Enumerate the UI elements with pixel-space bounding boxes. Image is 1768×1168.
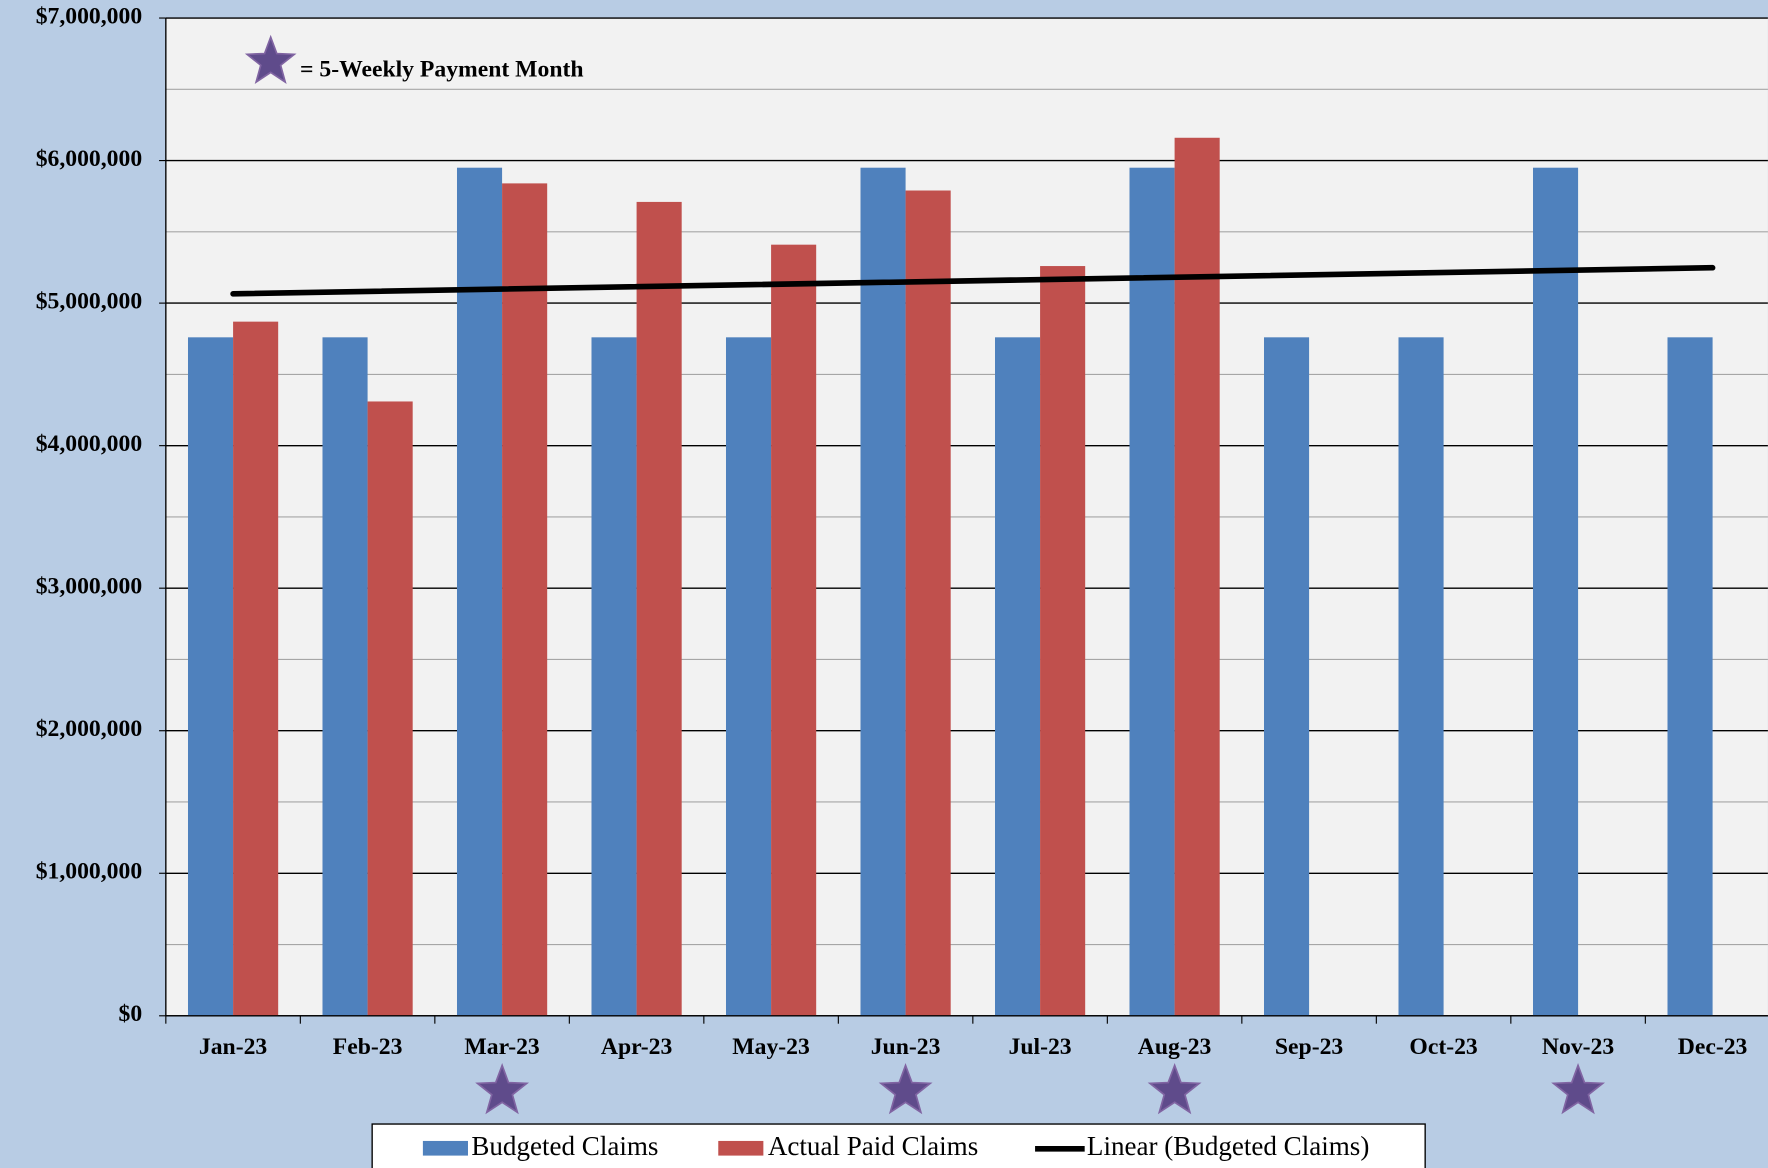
- legend-swatch: [422, 1140, 468, 1156]
- x-tick-label: Mar-23: [464, 1034, 539, 1060]
- y-tick-label: $5,000,000: [36, 289, 142, 315]
- y-tick-label: $4,000,000: [36, 431, 142, 457]
- x-tick-label: Sep-23: [1275, 1034, 1344, 1060]
- bar: [725, 337, 772, 1016]
- legend-swatch: [718, 1140, 764, 1156]
- y-tick-label: $6,000,000: [36, 146, 142, 172]
- bar: [187, 337, 234, 1016]
- trendline: [230, 264, 1716, 297]
- bar: [860, 167, 906, 1016]
- bar: [1129, 167, 1175, 1016]
- bar: [1532, 167, 1579, 1016]
- bar: [1040, 266, 1086, 1016]
- bar: [322, 337, 368, 1016]
- legend-label: Actual Paid Claims: [768, 1131, 978, 1161]
- five-week-star: [1147, 1062, 1202, 1115]
- bar: [1398, 337, 1444, 1016]
- y-tick-label: $1,000,000: [36, 859, 142, 885]
- five-week-star: [1551, 1062, 1606, 1115]
- x-tick-label: Feb-23: [333, 1034, 403, 1060]
- y-tick-label: $0: [119, 1001, 143, 1027]
- bar: [502, 183, 548, 1016]
- annotation-star: [244, 34, 297, 85]
- x-tick-label: Nov-23: [1542, 1034, 1614, 1060]
- y-tick-label: $3,000,000: [36, 574, 142, 600]
- legend-box: [371, 1123, 1426, 1168]
- x-tick-label: May-23: [732, 1034, 810, 1060]
- y-tick-label: $2,000,000: [36, 716, 142, 742]
- bar: [636, 201, 682, 1016]
- x-tick-label: Jan-23: [199, 1034, 268, 1060]
- x-tick-label: Jul-23: [1009, 1034, 1072, 1060]
- y-tick-label: $7,000,000: [36, 3, 142, 29]
- bar: [456, 167, 503, 1016]
- bar: [905, 190, 951, 1016]
- bar: [1667, 337, 1713, 1016]
- x-tick-label: Oct-23: [1409, 1034, 1477, 1060]
- legend-label: Budgeted Claims: [471, 1131, 658, 1161]
- five-week-star: [878, 1062, 933, 1115]
- bar: [1174, 137, 1220, 1016]
- bar: [994, 337, 1041, 1016]
- bar: [591, 337, 637, 1016]
- x-tick-label: Apr-23: [601, 1034, 673, 1060]
- bar: [1263, 337, 1310, 1016]
- bar: [771, 244, 817, 1016]
- annotation: = 5-Weekly Payment Month: [300, 56, 584, 82]
- bar: [367, 401, 413, 1016]
- x-tick-label: Jun-23: [871, 1034, 941, 1060]
- x-tick-label: Dec-23: [1678, 1034, 1748, 1060]
- legend-label: Linear (Budgeted Claims): [1087, 1131, 1369, 1161]
- x-tick-label: Aug-23: [1138, 1034, 1212, 1060]
- bar: [233, 321, 279, 1016]
- five-week-star: [475, 1062, 530, 1115]
